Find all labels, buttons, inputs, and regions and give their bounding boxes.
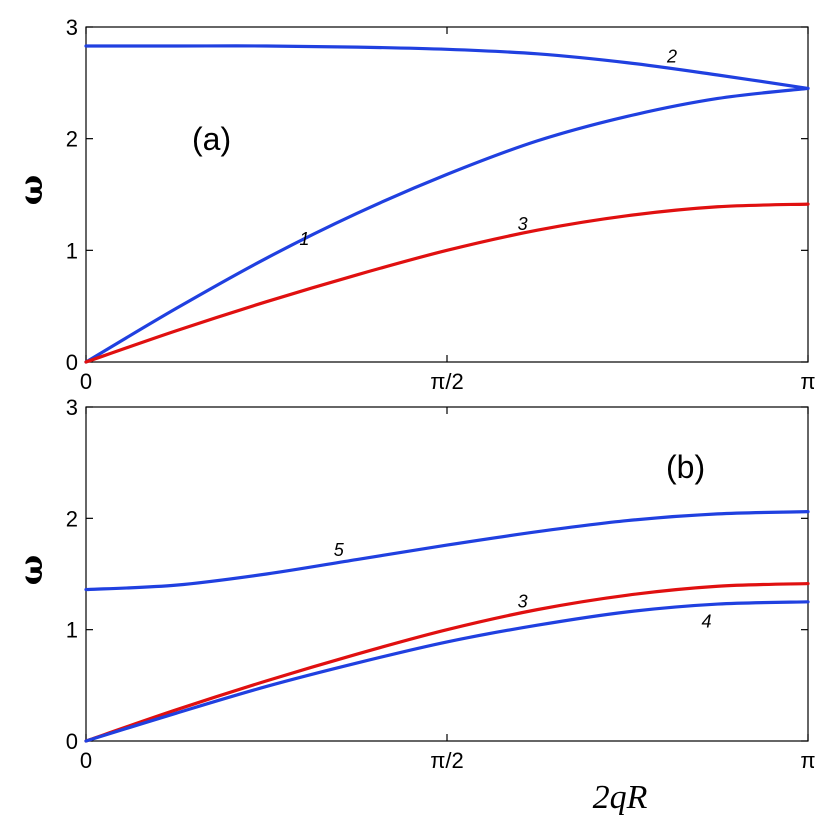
panel-label: (a) bbox=[192, 121, 231, 157]
series-label-2: 2 bbox=[666, 47, 677, 67]
panel-1: 0 π/2 π 0 1 2 3 ω (b) 2qR 5 3 4 bbox=[12, 395, 816, 816]
x-tick-label: 0 bbox=[80, 369, 92, 394]
y-tick-label: 3 bbox=[66, 15, 78, 40]
y-tick-label: 2 bbox=[66, 127, 78, 152]
y-tick-label: 3 bbox=[66, 395, 78, 420]
x-axis-label: 2qR bbox=[593, 779, 648, 816]
y-tick-label: 2 bbox=[66, 506, 78, 531]
x-tick-label: π bbox=[800, 369, 815, 394]
y-tick-label: 0 bbox=[66, 350, 78, 375]
series-line-5 bbox=[84, 510, 810, 592]
y-tick-label: 1 bbox=[66, 238, 78, 263]
y-axis-label: ω bbox=[12, 175, 50, 205]
series-line-2 bbox=[84, 44, 810, 91]
series-line-4 bbox=[84, 600, 810, 743]
x-tick-label: π/2 bbox=[430, 748, 464, 773]
series-label-4: 4 bbox=[702, 611, 712, 631]
y-tick-label: 1 bbox=[66, 618, 78, 643]
panel-label: (b) bbox=[666, 449, 705, 485]
series-label-3: 3 bbox=[518, 214, 528, 234]
y-axis-label: ω bbox=[12, 555, 50, 585]
series-label-5: 5 bbox=[334, 540, 345, 560]
series-label-1: 1 bbox=[299, 229, 309, 249]
series-line-1 bbox=[84, 86, 810, 364]
x-tick-label: 0 bbox=[80, 748, 92, 773]
y-tick-label: 0 bbox=[66, 729, 78, 754]
plot-frame bbox=[85, 26, 809, 363]
series-line-3 bbox=[84, 581, 810, 743]
series-line-3 bbox=[84, 202, 810, 364]
panel-0: 0 π/2 π 0 1 2 3 ω (a) 1 2 3 bbox=[12, 15, 816, 394]
x-tick-label: π bbox=[800, 748, 815, 773]
series-label-3: 3 bbox=[518, 591, 528, 611]
x-tick-label: π/2 bbox=[430, 369, 464, 394]
